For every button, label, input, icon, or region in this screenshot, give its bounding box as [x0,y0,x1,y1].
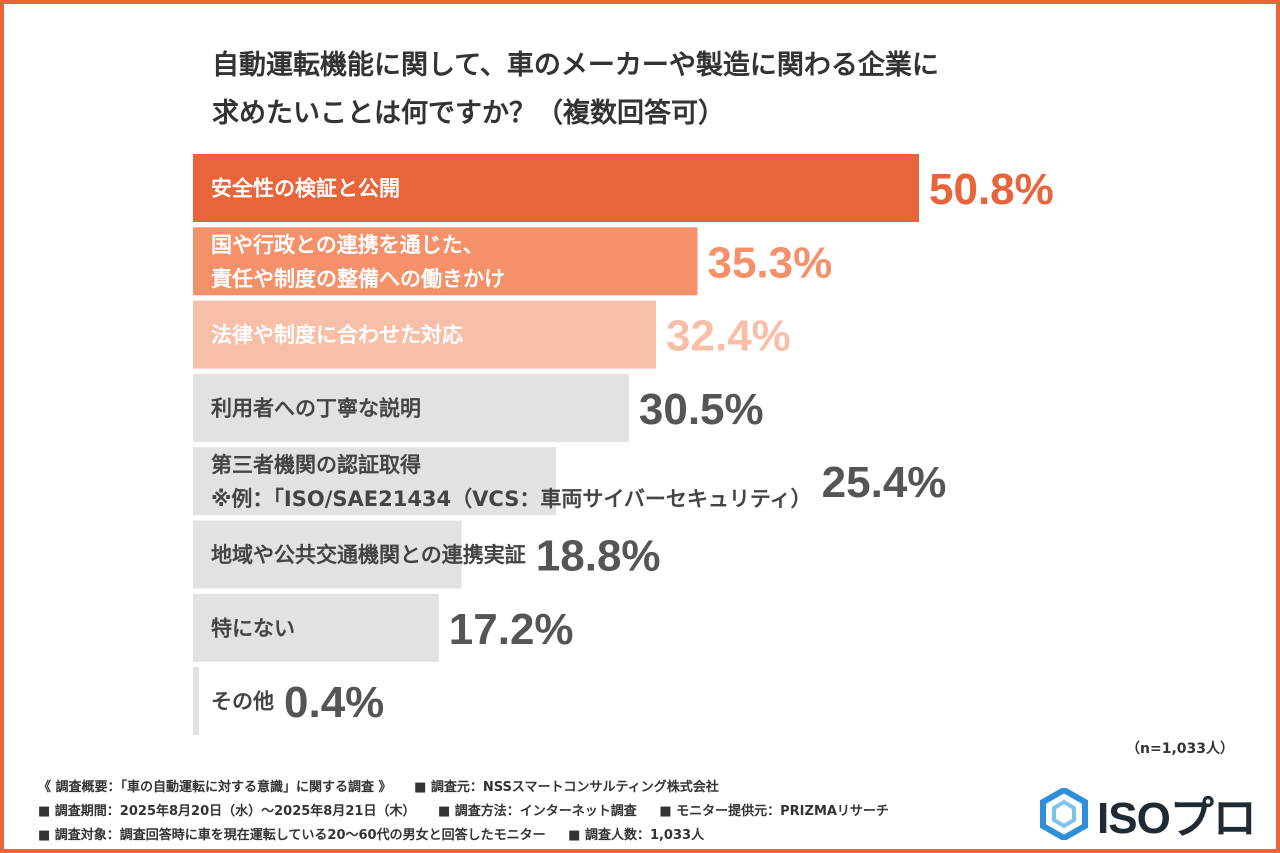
bar-label-8: その他 [211,690,274,714]
bar-7 [193,593,439,662]
bar-label-2-line-1: 国や行政との連携を通じた、 [211,233,484,257]
bar-label-4: 利用者への丁寧な説明 [211,396,421,420]
footer-monitor-provider: ■ モニター提供元：PRIZMAリサーチ [659,804,889,819]
bar-5 [193,447,556,516]
footer-survey-method: ■ 調査方法：インターネット調査 [437,804,637,819]
isopro-logo: ISOプロ [1039,784,1259,844]
hexagon-logo-icon [1040,788,1088,840]
bar-chart: 安全性の検証と公開 50.8% 国や行政との連携を通じた、責任や制度の整備への働きか… [193,154,1054,736]
bar-label-2-line-2: 責任や制度の整備への働きかけ [211,267,505,291]
footer-survey-target: ■ 調査対象：調査回答時に車を現在運転している20～60代の男女と回答したモニタ… [38,828,546,843]
bar-2 [193,227,698,296]
value-label-7: 17.2% [449,605,574,654]
footer-row-3: ■ 調査対象：調査回答時に車を現在運転している20～60代の男女と回答したモニタ… [38,824,907,848]
bar-label-3: 法律や制度に合わせた対応 [211,323,463,347]
footer-row-2: ■ 調査期間：2025年8月20日（水）～2025年8月21日（木） ■ 調査方… [38,800,907,824]
bar-label-1: 安全性の検証と公開 [211,177,400,201]
value-label-8: 0.4% [284,678,384,727]
bar-3 [193,300,657,369]
survey-footer: 《 調査概要：「車の自動運転に対する意識」に関する調査 》 ■ 調査元：NSSス… [38,776,907,848]
footer-row-1: 《 調査概要：「車の自動運転に対する意識」に関する調査 》 ■ 調査元：NSSス… [38,776,907,800]
value-label-2: 35.3% [707,238,832,287]
title-line-1: 自動運転機能に関して、車のメーカーや製造に関わる企業に [212,50,939,81]
bar-1 [193,154,919,222]
bar-6 [193,520,462,589]
footer-survey-source: ■ 調査元：NSSスマートコンサルティング株式会社 [414,780,719,795]
sample-size-note: （n=1,033人） [1126,741,1234,757]
footer-survey-period: ■ 調査期間：2025年8月20日（水）～2025年8月21日（木） [38,804,416,819]
bar-label-6: 地域や公共交通機関との連携実証 [211,543,526,567]
value-label-1: 50.8% [929,165,1054,214]
chart-title: 自動運転機能に関して、車のメーカーや製造に関わる企業に 求めたいことは何ですか？… [212,42,1212,138]
logo-text: ISOプロ [1097,794,1257,843]
value-label-4: 30.5% [639,385,764,434]
bar-label-7: 特にない [211,616,295,640]
bar-label-5-line-1: 第三者機関の認証取得 [211,453,421,477]
bar-4 [193,373,629,442]
value-label-6: 18.8% [536,532,661,581]
value-label-3: 32.4% [666,312,791,361]
footer-survey-overview: 《 調査概要：「車の自動運転に対する意識」に関する調査 》 [38,780,392,795]
bar-8 [193,667,199,736]
bar-label-5-line-2: ※例：「ISO/SAE21434（VCS：車両サイバーセキュリティ） [211,487,812,511]
title-line-2: 求めたいことは何ですか？（複数回答可） [212,98,725,129]
value-label-5: 25.4% [822,458,947,507]
footer-survey-count: ■ 調査人数：1,033人 [568,828,705,843]
